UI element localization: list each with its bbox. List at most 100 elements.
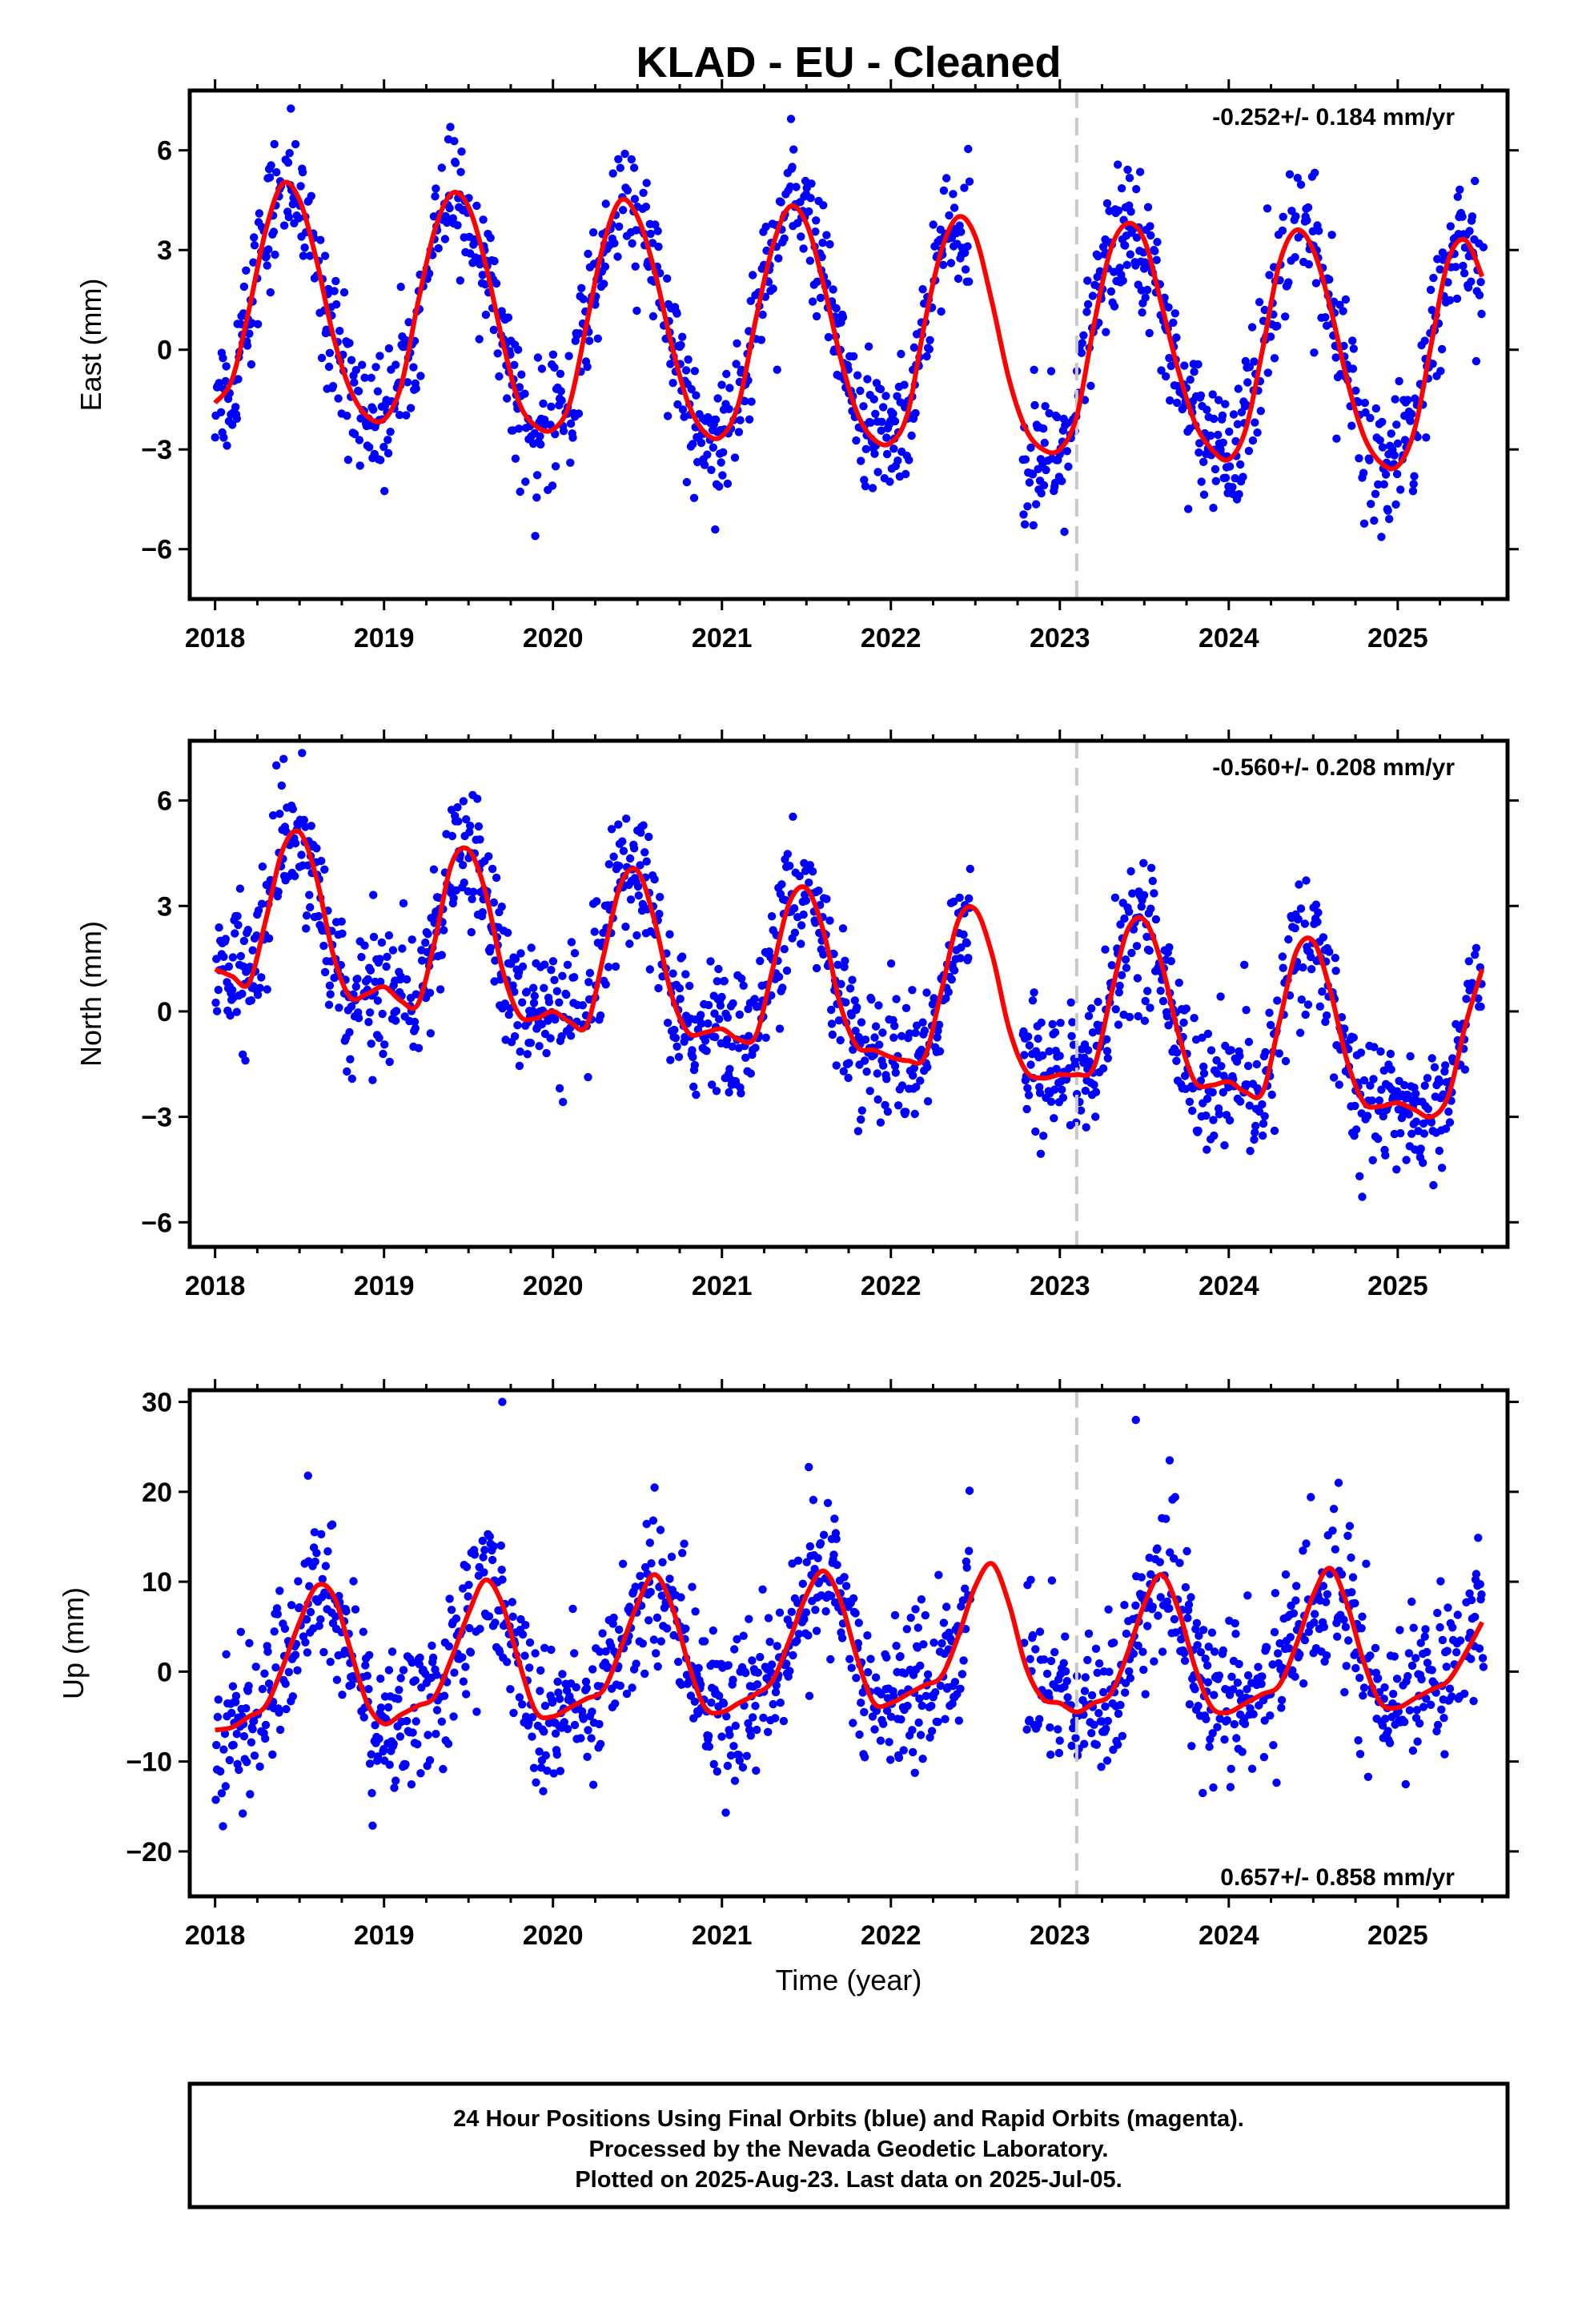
data-point xyxy=(503,394,512,403)
data-point xyxy=(1037,489,1046,498)
data-point xyxy=(1266,1711,1275,1720)
data-point xyxy=(249,258,258,267)
data-point xyxy=(343,1067,351,1076)
data-point xyxy=(440,926,448,935)
x-tick-label: 2018 xyxy=(185,1920,246,1951)
data-point xyxy=(1430,1063,1439,1072)
data-point xyxy=(554,1688,563,1697)
data-point xyxy=(1067,1741,1076,1751)
data-point xyxy=(817,252,826,262)
data-point xyxy=(543,1766,552,1775)
data-point xyxy=(1169,318,1178,328)
data-point xyxy=(1415,1719,1424,1728)
data-point xyxy=(1411,1089,1420,1099)
data-point xyxy=(882,449,892,459)
data-point xyxy=(797,232,805,241)
data-point xyxy=(1203,1094,1212,1104)
data-point xyxy=(1098,1064,1108,1073)
data-point xyxy=(814,887,823,895)
data-point xyxy=(616,1681,624,1691)
data-point xyxy=(957,227,966,236)
data-point xyxy=(839,1067,849,1076)
data-point xyxy=(616,163,624,172)
data-point xyxy=(777,880,786,889)
data-point xyxy=(549,1769,558,1778)
data-point xyxy=(466,822,475,830)
x-tick-label: 2019 xyxy=(354,1920,415,1951)
data-point xyxy=(1148,1602,1158,1611)
data-point xyxy=(1460,1065,1470,1074)
data-point xyxy=(897,1715,905,1724)
data-point xyxy=(566,458,575,467)
data-point xyxy=(518,962,528,971)
data-point xyxy=(825,239,834,249)
data-point xyxy=(273,1610,282,1618)
data-point xyxy=(1126,250,1135,259)
data-point xyxy=(1101,1702,1110,1711)
data-point xyxy=(1445,296,1455,305)
data-point xyxy=(1202,1111,1211,1120)
data-point xyxy=(923,1670,933,1679)
data-point xyxy=(1329,1073,1339,1082)
x-tick-label: 2022 xyxy=(861,623,921,653)
data-point xyxy=(1194,360,1203,369)
data-point xyxy=(1291,923,1299,933)
data-point xyxy=(614,155,623,163)
data-point xyxy=(375,1033,383,1043)
data-point xyxy=(1180,361,1189,370)
data-point xyxy=(271,1663,280,1672)
data-point xyxy=(317,856,326,866)
data-point xyxy=(812,312,821,321)
data-point xyxy=(837,1634,847,1642)
data-point xyxy=(1440,1067,1449,1076)
data-point xyxy=(1240,1719,1250,1728)
data-point xyxy=(1261,1047,1270,1057)
data-point xyxy=(1115,981,1124,991)
data-point xyxy=(1139,1665,1148,1675)
data-point xyxy=(1376,1047,1385,1056)
data-point xyxy=(1077,348,1086,357)
data-point xyxy=(437,1717,446,1726)
data-point xyxy=(559,1097,568,1107)
data-point xyxy=(391,1016,400,1025)
data-point xyxy=(1026,1655,1034,1663)
data-point xyxy=(239,936,249,946)
data-point xyxy=(535,1042,544,1051)
data-point xyxy=(1068,1018,1077,1027)
data-point xyxy=(484,852,493,861)
data-point xyxy=(600,262,610,271)
data-point xyxy=(1322,1651,1331,1660)
data-point xyxy=(1260,305,1269,315)
data-point xyxy=(1417,1675,1426,1684)
data-point xyxy=(518,1630,528,1639)
data-point xyxy=(275,1586,284,1595)
data-point xyxy=(647,1559,656,1568)
data-point xyxy=(1265,271,1274,279)
data-point xyxy=(1371,1643,1380,1653)
y-tick-label: 30 xyxy=(142,1388,172,1418)
data-point xyxy=(852,436,861,445)
data-point xyxy=(700,460,709,469)
data-point xyxy=(269,227,279,236)
data-point xyxy=(861,1035,870,1044)
data-point xyxy=(1307,952,1315,962)
data-point xyxy=(476,835,484,844)
data-point xyxy=(1110,267,1118,276)
data-point xyxy=(709,1626,717,1635)
data-point xyxy=(1356,1048,1366,1057)
data-point xyxy=(1094,251,1102,261)
data-point xyxy=(461,1663,470,1671)
data-point xyxy=(354,387,363,396)
x-tick-label: 2022 xyxy=(861,1271,921,1301)
data-point xyxy=(939,186,949,195)
data-point xyxy=(437,163,446,172)
data-point xyxy=(663,412,673,420)
data-point xyxy=(1475,1644,1484,1653)
data-point xyxy=(373,996,383,1005)
data-point xyxy=(365,1008,375,1017)
data-point xyxy=(1297,995,1307,1004)
data-point xyxy=(379,1049,387,1059)
data-point xyxy=(625,939,634,948)
x-tick-label: 2021 xyxy=(692,623,753,653)
data-point xyxy=(584,1726,592,1735)
